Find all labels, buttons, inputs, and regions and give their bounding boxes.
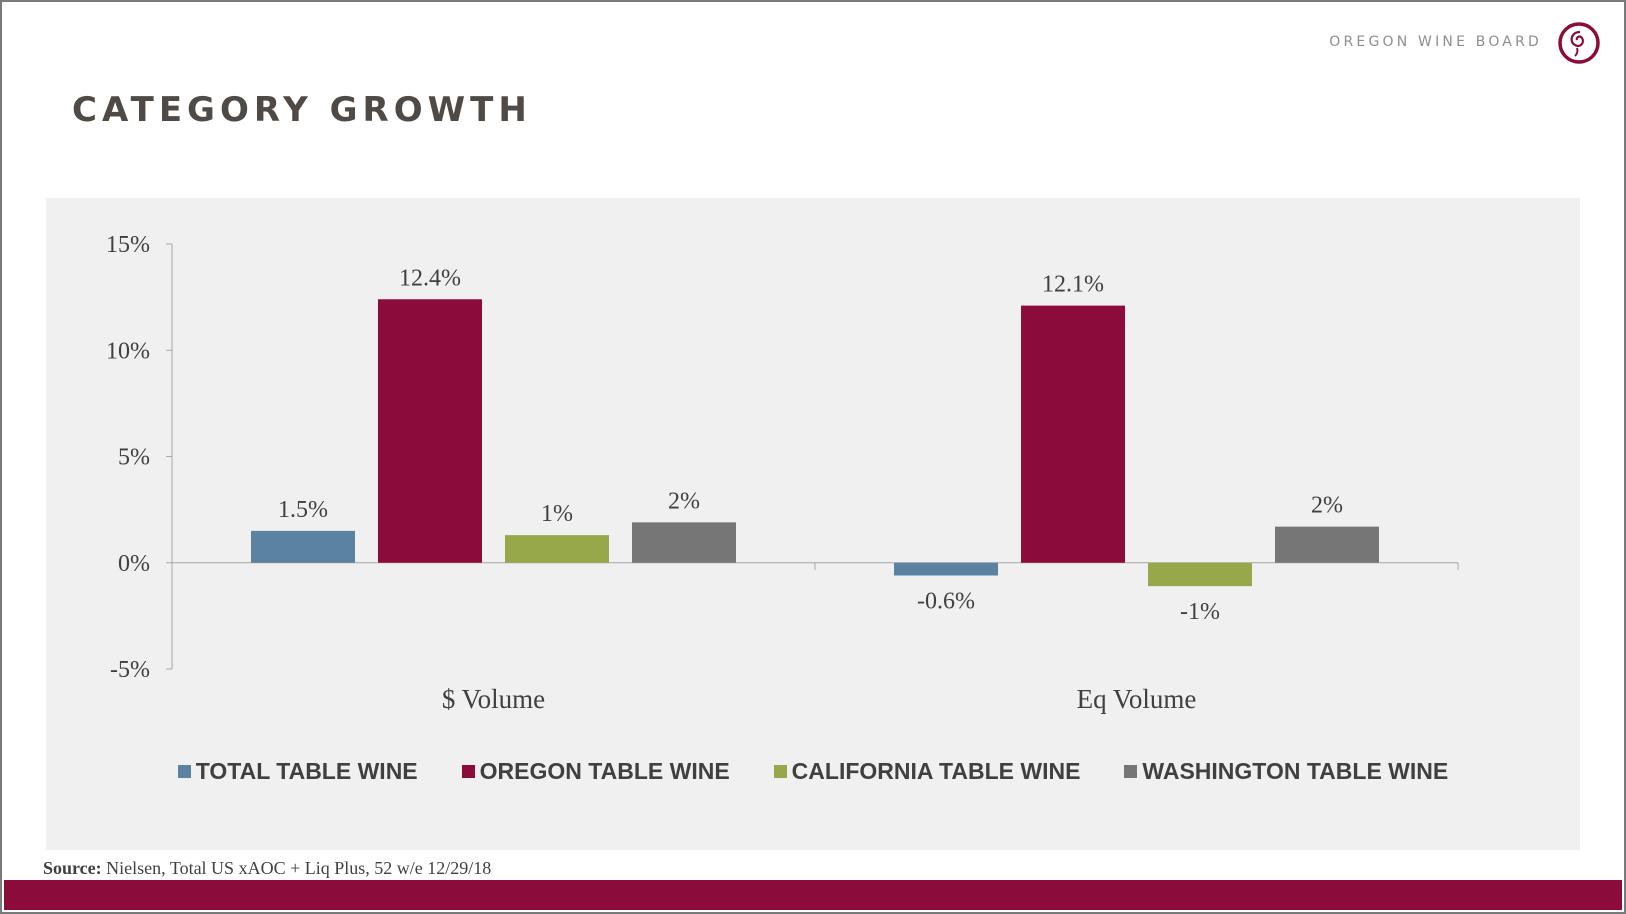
bar bbox=[632, 522, 736, 563]
chart-legend: TOTAL TABLE WINE OREGON TABLE WINE CALIFOR… bbox=[46, 758, 1580, 785]
legend-label: WASHINGTON TABLE WINE bbox=[1142, 758, 1449, 784]
bar bbox=[251, 530, 355, 563]
bar bbox=[894, 562, 998, 576]
page-title: CATEGORY GROWTH bbox=[72, 90, 532, 130]
legend-label: OREGON TABLE WINE bbox=[479, 758, 730, 784]
category-label: $ Volume bbox=[442, 684, 545, 714]
data-label: 2% bbox=[1311, 493, 1343, 519]
legend-label: CALIFORNIA TABLE WINE bbox=[791, 758, 1081, 784]
y-tick-label: -5% bbox=[110, 657, 150, 683]
bar bbox=[1021, 305, 1125, 563]
footer-bar bbox=[4, 880, 1622, 910]
category-label: Eq Volume bbox=[1077, 684, 1197, 714]
bar bbox=[505, 535, 609, 563]
data-label: 1% bbox=[541, 501, 573, 527]
y-tick-label: 15% bbox=[106, 232, 150, 258]
y-tick-label: 10% bbox=[106, 338, 150, 364]
legend-label: TOTAL TABLE WINE bbox=[195, 758, 418, 784]
legend-swatch bbox=[773, 765, 787, 778]
legend-swatch bbox=[1124, 765, 1138, 778]
data-label: 12.4% bbox=[399, 265, 461, 291]
data-label: 12.1% bbox=[1042, 272, 1104, 298]
brand-name: OREGON WINE BOARD bbox=[1329, 34, 1542, 50]
source-label: Source: bbox=[43, 858, 102, 878]
legend-swatch bbox=[461, 765, 475, 778]
legend-item: WASHINGTON TABLE WINE bbox=[1124, 758, 1448, 785]
y-tick-label: 5% bbox=[118, 445, 150, 471]
legend-swatch bbox=[177, 765, 191, 778]
bar-chart: 15% 10% 5% 0% -5% 1.5% 12.4% 1% 2% $ Volume -0.6% 1… bbox=[106, 232, 1459, 714]
bar bbox=[1275, 526, 1379, 563]
source-text: Nielsen, Total US xAOC + Liq Plus, 52 w/… bbox=[101, 858, 492, 878]
chart-panel: 15% 10% 5% 0% -5% 1.5% 12.4% 1% 2% $ Volume -0.6% 1… bbox=[46, 198, 1580, 850]
data-label: -1% bbox=[1180, 599, 1220, 625]
bar bbox=[378, 299, 482, 563]
legend-item: TOTAL TABLE WINE bbox=[177, 758, 418, 785]
data-label: -0.6% bbox=[917, 589, 975, 615]
legend-item: OREGON TABLE WINE bbox=[461, 758, 730, 785]
source-note: Source: Nielsen, Total US xAOC + Liq Plu… bbox=[43, 858, 491, 879]
data-label: 2% bbox=[668, 488, 700, 514]
bar bbox=[1148, 562, 1252, 587]
data-label: 1.5% bbox=[278, 497, 328, 523]
y-tick-label: 0% bbox=[118, 551, 150, 577]
grape-swirl-logo-icon bbox=[1558, 22, 1600, 64]
legend-item: CALIFORNIA TABLE WINE bbox=[773, 758, 1081, 785]
